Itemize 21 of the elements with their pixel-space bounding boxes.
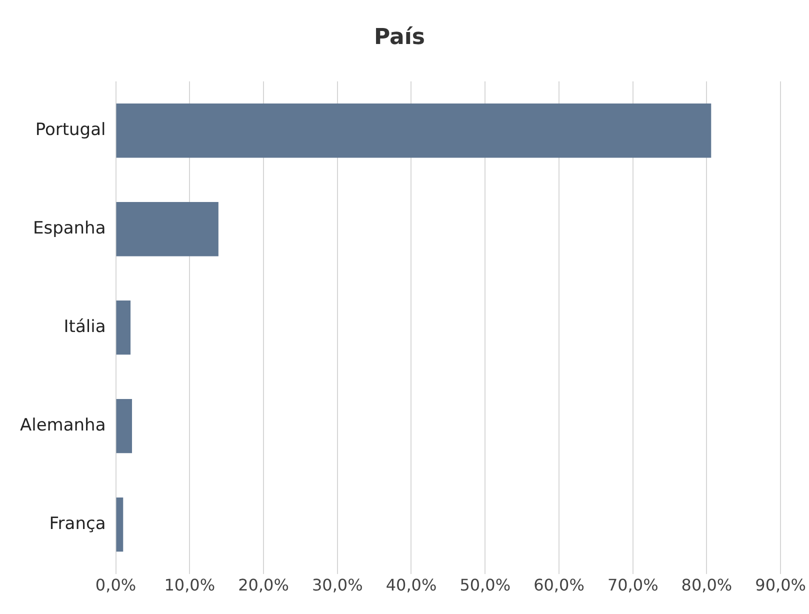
y-tick-label: Itália — [64, 317, 106, 338]
x-tick-label: 10,0% — [164, 576, 216, 595]
x-tick-label: 30,0% — [312, 576, 363, 595]
bar — [116, 497, 124, 552]
x-tick-label: 90,0% — [755, 576, 806, 595]
x-tick-label: 40,0% — [386, 576, 437, 595]
y-tick-label: França — [49, 514, 106, 534]
bar — [116, 104, 712, 158]
bar — [116, 300, 131, 355]
x-tick-label: 60,0% — [534, 576, 584, 595]
x-tick-label: 0,0% — [95, 576, 136, 595]
bar — [116, 202, 218, 256]
bar — [116, 399, 132, 454]
y-tick-label: Alemanha — [20, 416, 106, 436]
x-tick-label: 70,0% — [607, 576, 658, 595]
x-tick-label: 20,0% — [238, 576, 289, 595]
y-tick-label: Espanha — [32, 218, 106, 239]
chart-title: País — [374, 24, 426, 50]
x-tick-label: 80,0% — [681, 576, 732, 595]
x-tick-label: 50,0% — [460, 576, 511, 595]
y-tick-label: Portugal — [35, 120, 106, 140]
